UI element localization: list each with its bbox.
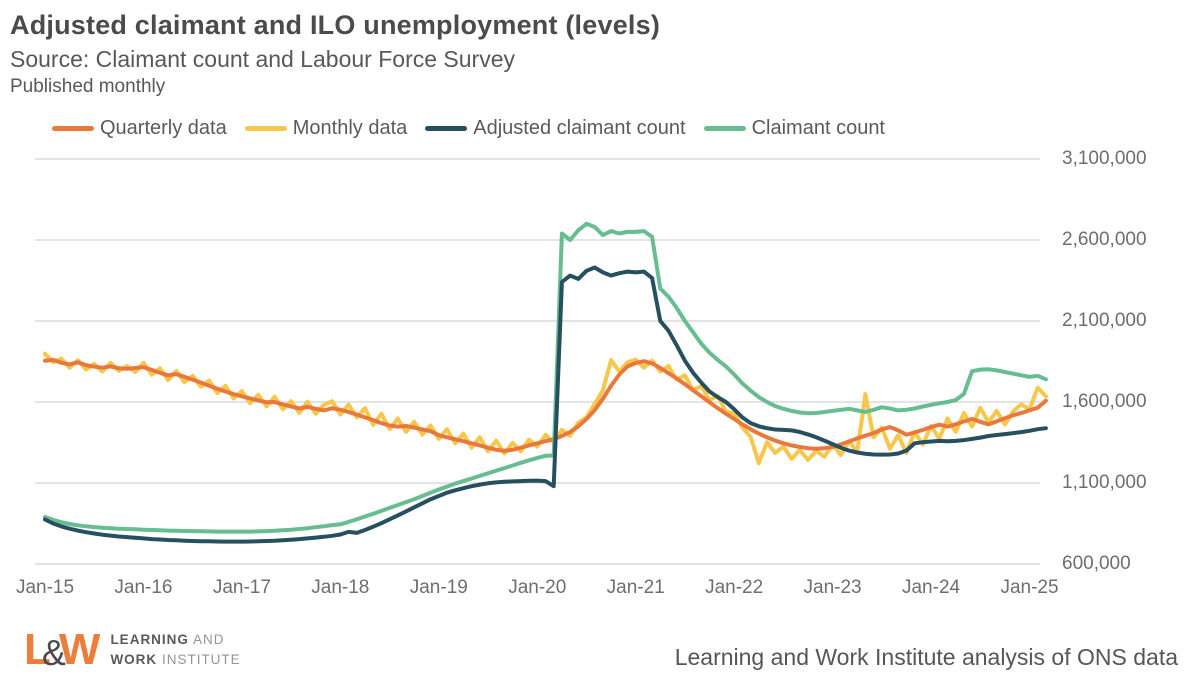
y-tick-label: 2,600,000	[1062, 229, 1147, 250]
series-line-claimant-count	[43, 221, 1048, 534]
legend-item-claimant-count: Claimant count	[703, 116, 885, 140]
y-tick-label: 1,100,000	[1062, 472, 1147, 493]
legend-swatch	[703, 125, 746, 131]
legend-swatch	[244, 125, 287, 131]
attribution-text: Learning and Work Institute analysis of …	[674, 644, 1178, 670]
x-tick-label: Jan-15	[15, 577, 75, 598]
legend-label: Monthly data	[292, 116, 408, 139]
chart-title: Adjusted claimant and ILO unemployment (…	[10, 10, 661, 40]
legend-item-quarterly-data: Quarterly data	[52, 117, 227, 140]
lw-logo: L & W LEARNING AND WORK INSTITUTE	[24, 628, 241, 672]
legend-swatch	[52, 125, 94, 131]
chart-frequency: Published monthly	[10, 76, 166, 97]
logo-letter-w: W	[58, 625, 101, 674]
legend-label: Adjusted claimant count	[473, 116, 686, 139]
x-tick-label: Jan-19	[409, 577, 468, 598]
x-tick-label: Jan-17	[212, 577, 271, 598]
lw-logo-mark: L & W	[24, 625, 101, 674]
x-tick-label: Jan-16	[114, 577, 173, 598]
legend-swatch	[425, 125, 468, 131]
y-tick-label: 3,100,000	[1062, 148, 1147, 169]
logo-ampersand: &	[41, 632, 66, 673]
x-tick-label: Jan-18	[311, 577, 370, 598]
x-tick-label: Jan-20	[508, 577, 567, 598]
x-tick-label: Jan-21	[606, 577, 665, 598]
series-line-quarterly-data	[43, 357, 1048, 453]
logo-text-line2: WORK INSTITUTE	[110, 652, 241, 667]
y-tick-label: 1,600,000	[1062, 391, 1147, 412]
series-line-adjusted-claimant-count	[43, 265, 1048, 544]
legend-label: Claimant count	[751, 116, 885, 139]
legend-label: Quarterly data	[100, 116, 227, 139]
chart-legend: Quarterly data Monthly data Adjusted claim…	[52, 115, 885, 141]
y-tick-label: 600,000	[1062, 553, 1131, 574]
chart-source: Source: Claimant count and Labour Force …	[10, 46, 515, 72]
x-tick-label: Jan-25	[1000, 577, 1059, 598]
x-tick-label: Jan-22	[705, 577, 764, 598]
legend-item-adjusted-claimant-count: Adjusted claimant count	[425, 116, 686, 140]
x-tick-label: Jan-23	[803, 577, 862, 598]
x-tick-label: Jan-24	[901, 577, 961, 598]
legend-item-monthly-data: Monthly data	[244, 116, 408, 140]
logo-letter-l: L	[24, 625, 51, 674]
lw-logo-text: LEARNING AND WORK INSTITUTE	[110, 630, 240, 669]
y-tick-label: 2,100,000	[1062, 310, 1147, 331]
logo-text-line1: LEARNING AND	[110, 632, 225, 648]
